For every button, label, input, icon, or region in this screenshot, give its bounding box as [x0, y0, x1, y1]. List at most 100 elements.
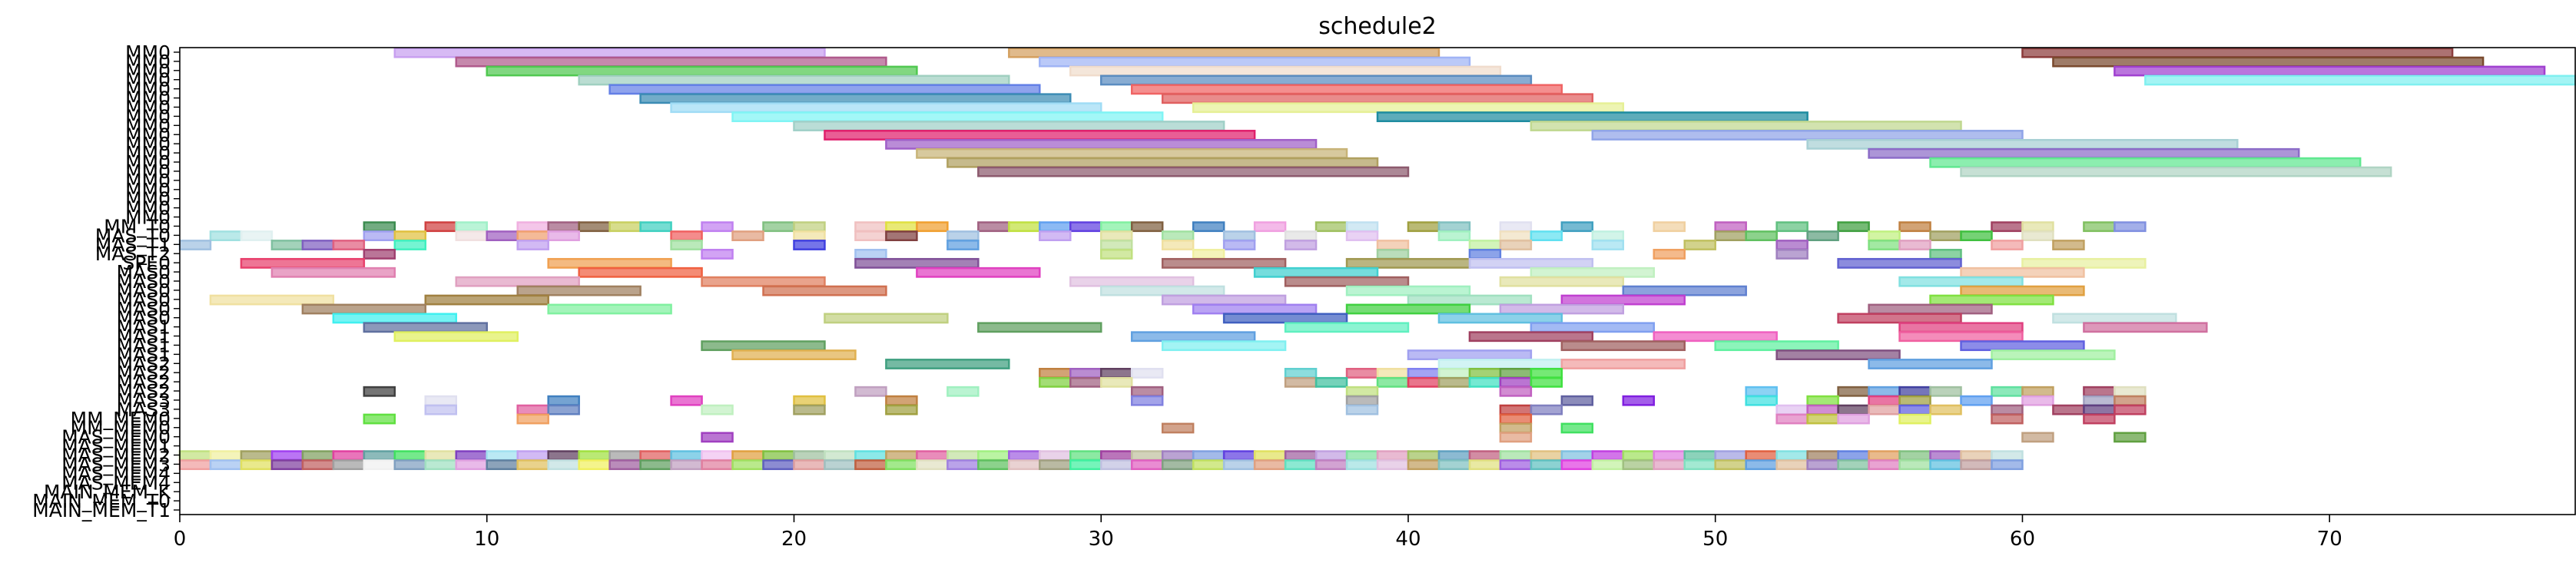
task-bar [1161, 422, 1195, 434]
task-bar [1284, 276, 1410, 287]
task-bar [885, 459, 918, 471]
y-tick-label: MM0 [125, 51, 171, 73]
y-tick-label: MM0 [125, 88, 171, 110]
task-bar [1898, 450, 1931, 462]
task-bar [793, 459, 826, 471]
task-bar [1560, 359, 1686, 369]
task-bar [1960, 230, 1993, 242]
task-bar [363, 459, 396, 471]
task-bar [1039, 376, 1072, 388]
task-bar [1499, 450, 1533, 462]
task-bar [516, 459, 549, 471]
task-bar [486, 450, 519, 462]
task-bar [1253, 459, 1287, 471]
task-bar [2144, 74, 2576, 86]
y-tick-label: MAS1 [117, 343, 171, 366]
task-bar [1284, 450, 1318, 462]
task-bar [1775, 349, 1901, 360]
task-bar [578, 450, 611, 462]
task-bar [1315, 376, 1348, 388]
task-bar [1898, 240, 1931, 250]
task-bar [977, 459, 1010, 471]
y-tick-label: MAIN_MEM_T1 [32, 499, 171, 521]
task-bar [1898, 459, 1931, 471]
y-tick-label: MAS2 [117, 380, 171, 402]
task-bar [363, 230, 396, 242]
task-bar [1407, 450, 1441, 462]
task-bar [1315, 221, 1348, 233]
task-bar [1775, 404, 1809, 415]
task-bar [332, 450, 366, 462]
task-bars [178, 47, 2576, 471]
task-bar [1253, 221, 1287, 233]
task-bar [1130, 386, 1164, 397]
task-bar [1161, 294, 1287, 306]
task-bar [1130, 368, 1164, 379]
task-bar [1499, 386, 1533, 397]
y-tick-label: MAIN_MEM_T0 [32, 490, 171, 512]
task-bar [1622, 395, 1656, 406]
task-bar [1653, 249, 1686, 260]
task-bar [1345, 230, 1379, 242]
task-bar [1929, 294, 2054, 306]
task-bar [2083, 404, 2116, 415]
task-bar [1069, 276, 1195, 287]
task-bar [2114, 221, 2147, 233]
task-bar [1837, 404, 1870, 415]
task-bar [1039, 368, 1072, 379]
task-bar [1345, 285, 1471, 296]
task-bar [1192, 249, 1225, 260]
task-bar [1806, 395, 1839, 406]
task-bar [885, 359, 1010, 369]
task-bar [424, 459, 458, 471]
task-bar [516, 240, 549, 250]
task-bar [1560, 422, 1594, 434]
task-bar [1499, 422, 1533, 434]
task-bar [1898, 331, 2024, 343]
task-bar [516, 221, 549, 233]
task-bar [547, 303, 672, 315]
task-bar [424, 395, 458, 406]
task-bar [1315, 450, 1348, 462]
y-tick-label: MAS3 [117, 389, 171, 412]
task-bar [270, 240, 304, 250]
y-tick-label: MAS_T0 [95, 224, 171, 247]
task-bar [2021, 432, 2054, 443]
task-bar [1468, 368, 1502, 379]
task-bar [1530, 322, 1656, 333]
task-bar [1530, 121, 1962, 131]
task-bar [1991, 349, 2116, 360]
task-bar [1806, 459, 1839, 471]
task-bar [1653, 331, 1778, 343]
y-tick-label: MM0 [125, 133, 171, 155]
task-bar [1407, 376, 1441, 388]
task-bar [1008, 221, 1041, 233]
task-bar [1683, 459, 1716, 471]
x-tick-label: 30 [1089, 528, 1114, 551]
task-bar [1868, 359, 1993, 369]
task-bar [547, 230, 580, 242]
task-bar [1560, 395, 1594, 406]
task-bar [1683, 240, 1716, 250]
task-bar [424, 404, 458, 415]
y-tick-label: MAS2 [117, 353, 171, 375]
task-bar [670, 230, 703, 242]
task-bar [2052, 313, 2177, 324]
task-bar [1560, 340, 1686, 352]
task-bar [1376, 240, 1410, 250]
y-tick-label: MAS1 [117, 326, 171, 348]
task-bar [1868, 147, 2300, 159]
task-bar [516, 404, 549, 415]
task-bar [1407, 349, 1533, 360]
task-bar [547, 395, 580, 406]
task-bar [793, 404, 826, 415]
task-bar [1376, 376, 1410, 388]
task-bar [701, 450, 734, 462]
task-bar [1069, 221, 1102, 233]
task-bar [1960, 285, 2085, 296]
x-tick-label: 40 [1395, 528, 1421, 551]
task-bar [1345, 257, 1471, 269]
task-bar [1806, 450, 1839, 462]
task-bar [1898, 386, 1931, 397]
task-bar [1192, 459, 1225, 471]
